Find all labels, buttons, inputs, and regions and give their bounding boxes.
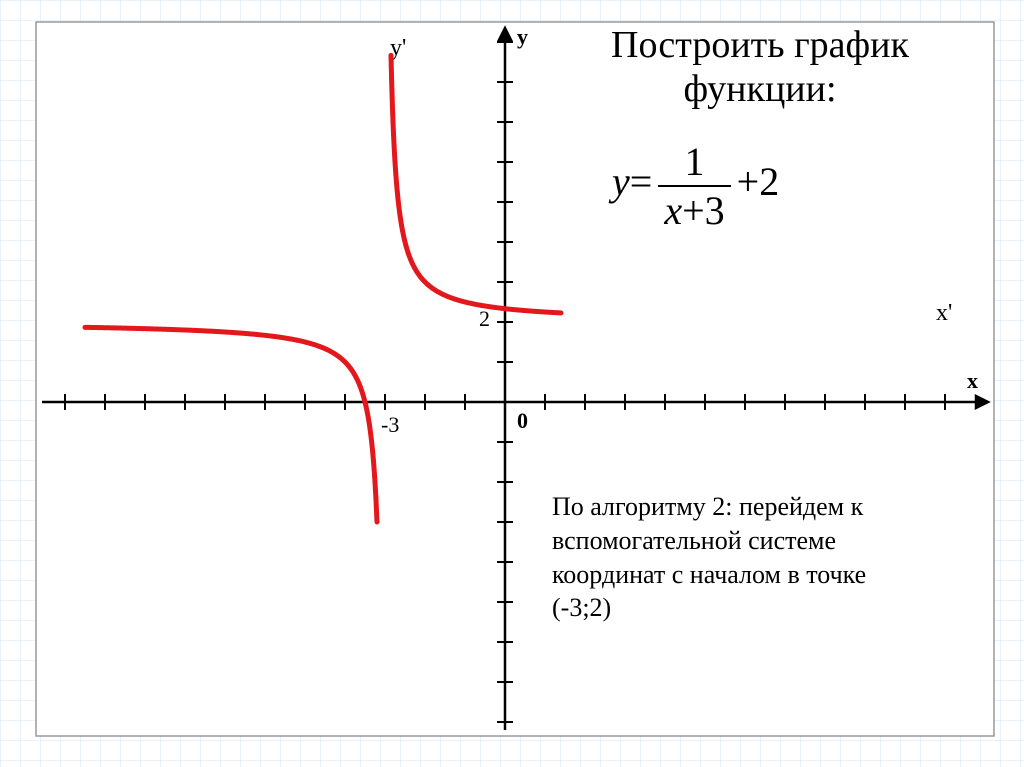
formula-tail: +2: [737, 159, 780, 204]
note-line-2: координат с началом в точке: [552, 558, 982, 592]
svg-text:2: 2: [479, 306, 490, 331]
formula: y=1x+3+2: [612, 138, 779, 234]
formula-fraction: 1x+3: [658, 138, 730, 234]
svg-text:x: x: [967, 368, 978, 393]
formula-eq: =: [630, 159, 653, 204]
svg-text:y: y: [517, 24, 528, 49]
plot-svg: xy02-3y'x': [0, 0, 1024, 767]
formula-num: 1: [658, 138, 730, 185]
title-line2: функции:: [540, 68, 980, 112]
algorithm-note: По алгоритму 2: перейдем квспомогательно…: [552, 490, 982, 625]
formula-den: x+3: [658, 185, 730, 234]
svg-text:0: 0: [517, 408, 528, 433]
svg-text:-3: -3: [381, 412, 399, 437]
note-line-0: По алгоритму 2: перейдем к: [552, 490, 982, 524]
chart-title: Построить графикфункции:: [540, 24, 980, 111]
slide-canvas: xy02-3y'x' Построить графикфункции: y=1x…: [0, 0, 1024, 767]
note-line-3: (-3;2): [552, 591, 982, 625]
formula-y: y: [612, 159, 630, 204]
note-line-1: вспомогательной системе: [552, 524, 982, 558]
title-line1: Построить график: [540, 24, 980, 68]
svg-text:x': x': [936, 300, 952, 326]
